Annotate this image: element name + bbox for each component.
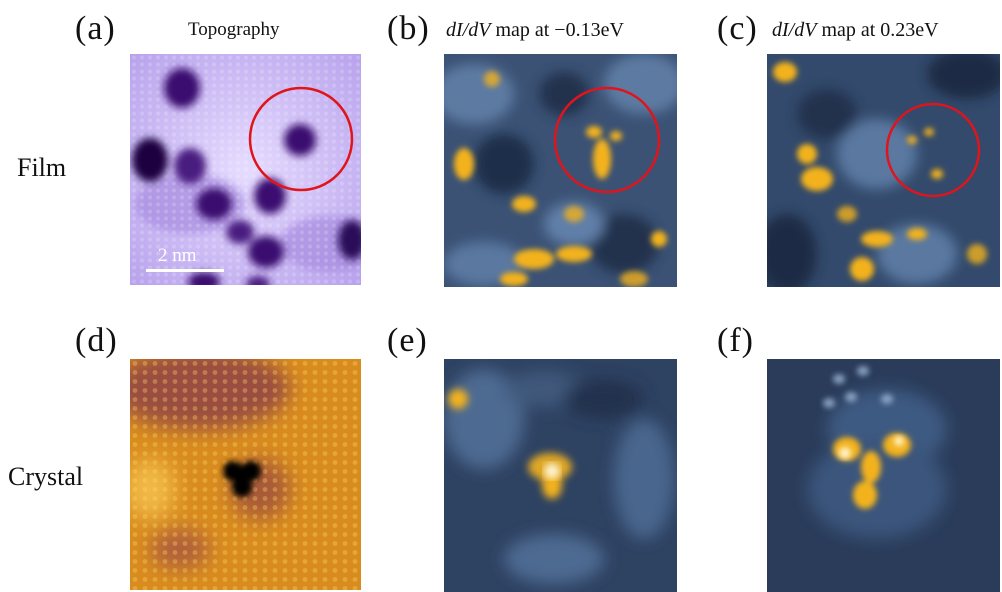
scalebar-label: 2 nm — [158, 245, 197, 266]
title-map-b-italic: dI/dV — [446, 19, 491, 41]
panel-letter-f: (f) — [717, 322, 754, 359]
title-map-c-rest: map at 0.23eV — [816, 19, 939, 41]
title-map-b-rest: map at −0.13eV — [490, 19, 624, 41]
image-b-didv-negative-film — [444, 54, 677, 287]
image-d-topography-crystal — [130, 359, 361, 590]
panel-letter-d: (d) — [75, 322, 118, 359]
title-map-c-italic: dI/dV — [772, 19, 817, 41]
panel-letter-e: (e) — [387, 322, 428, 359]
row-label-film: Film — [17, 153, 67, 182]
scalebar-line — [146, 269, 224, 272]
panel-letter-a: (a) — [75, 10, 116, 47]
image-f-didv-positive-crystal — [767, 359, 1000, 592]
row-label-crystal: Crystal — [8, 462, 84, 491]
title-map-b: dI/dV map at −0.13eV — [446, 20, 624, 40]
image-c-didv-positive-film — [767, 54, 1000, 287]
panel-letter-c: (c) — [717, 10, 758, 47]
panel-letter-b: (b) — [387, 10, 430, 47]
title-topography: Topography — [188, 19, 280, 40]
image-e-didv-negative-crystal — [444, 359, 677, 592]
image-a-topography-film: 2 nm — [130, 54, 361, 285]
title-map-c: dI/dV map at 0.23eV — [772, 20, 939, 40]
